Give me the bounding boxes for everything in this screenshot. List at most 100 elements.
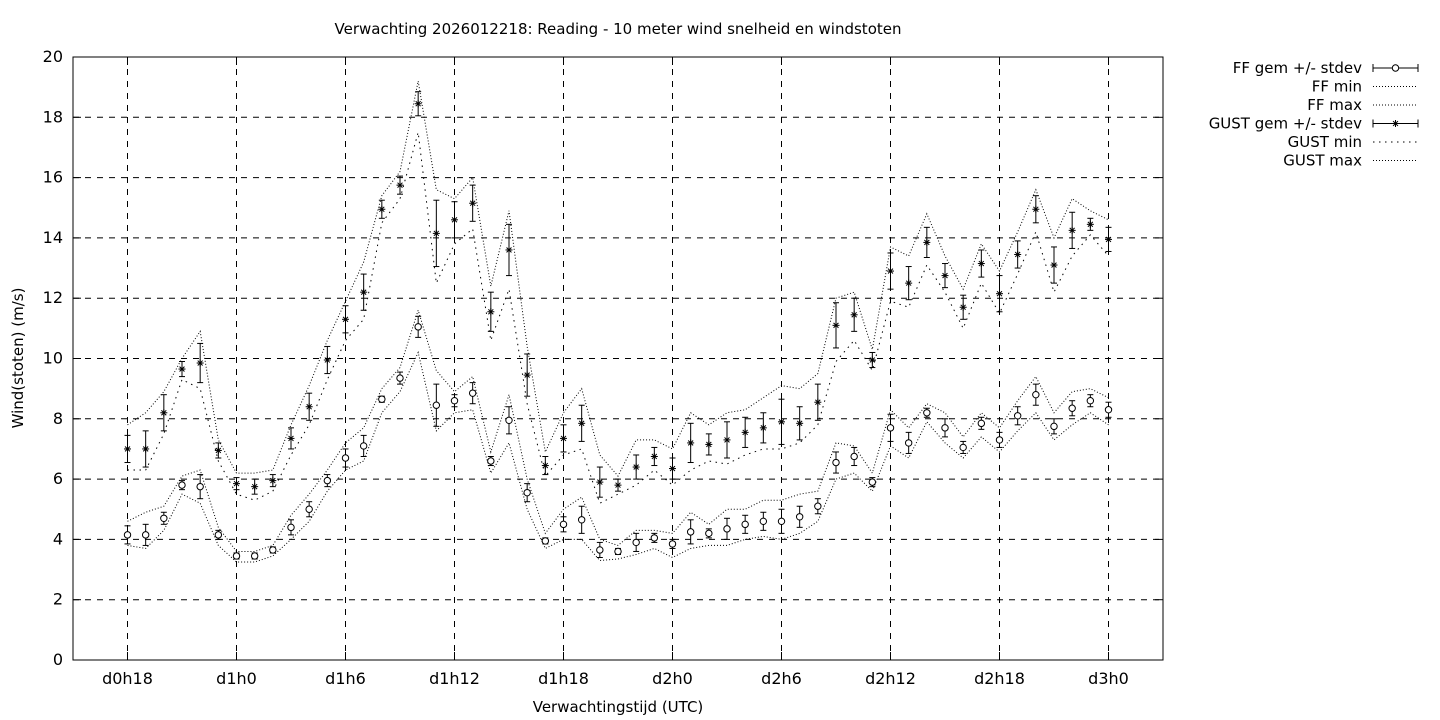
data-point <box>287 523 295 532</box>
legend-label: FF min <box>1312 78 1362 96</box>
x-tick-label: d0h18 <box>102 669 153 688</box>
star-marker <box>379 206 385 213</box>
star-marker <box>815 399 821 406</box>
data-point <box>541 537 550 545</box>
x-tick-label: d1h6 <box>325 669 366 688</box>
data-point <box>378 395 386 403</box>
star-marker <box>978 260 985 267</box>
data-point <box>668 540 677 548</box>
star-marker <box>1033 206 1039 213</box>
data-point <box>214 531 223 539</box>
grid-lines <box>73 57 1163 660</box>
plot-frame <box>72 56 1164 661</box>
y-tick-label: 10 <box>43 349 63 368</box>
data-point <box>323 476 332 485</box>
star-marker <box>415 100 421 107</box>
y-tick-label: 18 <box>43 107 63 126</box>
data-point <box>232 552 241 560</box>
x-tick-label: d1h0 <box>216 669 257 688</box>
y-tick-label: 8 <box>53 409 63 428</box>
legend-label: FF max <box>1307 96 1362 114</box>
x-tick-label: d1h12 <box>429 669 480 688</box>
star-marker <box>905 280 912 286</box>
data-point <box>341 454 350 462</box>
series-gust-max <box>127 81 1109 477</box>
data-point <box>1086 397 1095 405</box>
series-ff-min <box>127 350 1109 563</box>
star-marker <box>560 435 567 442</box>
star-marker <box>161 409 167 416</box>
data-point <box>832 458 840 467</box>
data-point <box>141 531 150 539</box>
star-marker <box>179 366 185 372</box>
star-marker <box>887 268 894 274</box>
star-marker <box>597 479 603 485</box>
star-marker <box>1051 262 1057 268</box>
data-point <box>1032 390 1040 399</box>
data-point <box>959 443 967 452</box>
star-marker <box>142 446 149 452</box>
data-point <box>904 439 913 447</box>
star-marker <box>615 482 621 488</box>
star-marker <box>251 483 258 490</box>
y-tick-label: 6 <box>53 469 63 488</box>
data-point <box>396 374 404 382</box>
y-tick-label: 14 <box>43 228 63 247</box>
data-point <box>196 482 204 491</box>
star-marker <box>869 357 876 363</box>
star-marker <box>270 477 276 484</box>
y-axis-label: Wind(stoten) (m/s) <box>9 288 27 429</box>
y-tick-label: 20 <box>43 47 63 66</box>
x-tick-label: d2h18 <box>974 669 1025 688</box>
star-marker <box>397 182 403 188</box>
data-point <box>523 488 531 497</box>
star-marker <box>669 465 676 472</box>
data-point <box>1050 422 1058 431</box>
star-marker <box>506 247 512 253</box>
data-point <box>1104 406 1113 414</box>
data-point <box>160 514 168 522</box>
data-point <box>450 397 459 405</box>
series-ff-max <box>127 308 1109 552</box>
star-marker <box>233 480 240 487</box>
x-tick-label: d2h0 <box>652 669 693 688</box>
star-marker <box>724 437 730 443</box>
star-marker <box>469 200 476 207</box>
star-marker <box>1105 236 1112 243</box>
data-point <box>723 525 731 533</box>
data-point <box>269 546 277 554</box>
data-point <box>505 416 513 425</box>
data-point <box>705 529 713 538</box>
star-marker <box>833 322 839 329</box>
star-marker <box>996 290 1003 297</box>
star-marker <box>706 441 712 448</box>
legend-marker <box>1391 64 1400 72</box>
star-marker <box>633 464 639 470</box>
star-marker <box>451 217 458 223</box>
data-point <box>577 516 586 524</box>
data-point <box>777 517 786 526</box>
data-point <box>250 552 259 560</box>
y-tick-label: 2 <box>53 590 63 609</box>
star-marker <box>306 403 312 410</box>
star-marker <box>960 304 966 311</box>
data-point <box>559 520 568 529</box>
star-marker <box>651 453 658 460</box>
star-marker <box>796 420 803 427</box>
series-gust-gem-stdev <box>124 91 1112 498</box>
data-point <box>414 323 422 331</box>
data-point <box>741 520 749 529</box>
star-marker <box>542 462 549 469</box>
data-point <box>123 531 132 539</box>
axis-ticks: 0 2 4 6 8 10 12 14 16 18 20 d0h18 d1h0 d1h6 d1h12 d1h18… <box>43 47 1163 688</box>
star-marker <box>524 372 530 378</box>
x-tick-label: d2h6 <box>761 669 802 688</box>
star-marker <box>488 308 494 315</box>
legend-label: GUST min <box>1288 133 1362 151</box>
star-marker <box>288 435 294 442</box>
star-marker <box>742 429 748 436</box>
star-marker <box>1392 120 1399 127</box>
legend-label: FF gem +/- stdev <box>1233 59 1362 77</box>
